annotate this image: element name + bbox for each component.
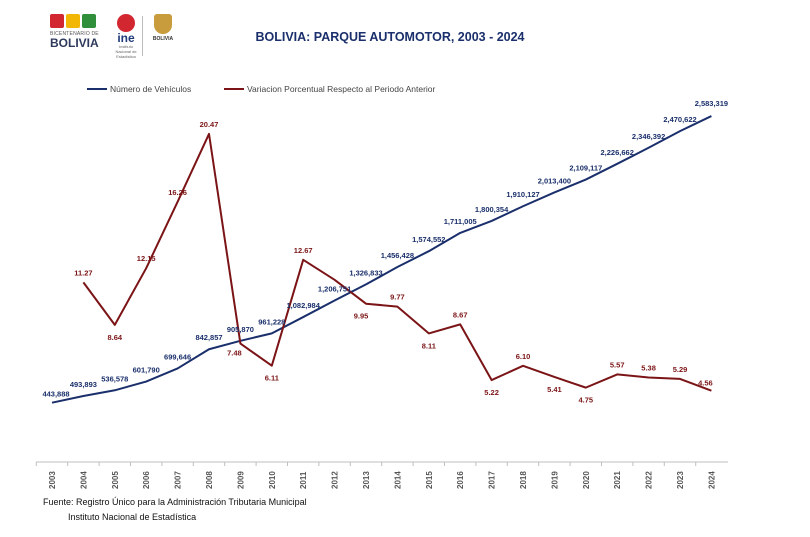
data-label-vehicles-2004: 493,893 [70, 380, 97, 389]
chart-title: BOLIVIA: PARQUE AUTOMOTOR, 2003 - 2024 [255, 30, 525, 44]
source-note: Fuente: Registro Único para la Administr… [43, 495, 307, 525]
x-tick-label-2005: 2005 [111, 471, 120, 489]
x-tick-label-2018: 2018 [519, 471, 528, 489]
data-label-variation-2020: 4.75 [578, 396, 593, 405]
data-label-variation-2005: 8.64 [107, 333, 122, 342]
data-label-vehicles-2013: 1,326,833 [349, 268, 382, 277]
data-label-variation-2008: 20.47 [200, 120, 219, 129]
x-tick-label-2020: 2020 [582, 471, 591, 489]
x-tick-label-2017: 2017 [488, 471, 497, 489]
data-label-variation-2024: 4.56 [698, 379, 713, 388]
data-label-vehicles-2003: 443,888 [42, 390, 69, 399]
data-label-variation-2022: 5.38 [641, 363, 656, 372]
x-tick-label-2008: 2008 [205, 471, 214, 489]
legend-label-variation: Variacion Porcentual Respecto al Periodo… [247, 84, 436, 94]
ine-logo: ine Instituto Nacional de Estadística [112, 14, 140, 59]
data-label-variation-2006: 12.15 [137, 254, 156, 263]
x-tick-label-2004: 2004 [79, 471, 88, 489]
data-label-vehicles-2007: 699,646 [164, 352, 191, 361]
data-label-variation-2010: 6.11 [265, 374, 279, 383]
data-label-variation-2014: 9.77 [390, 293, 405, 302]
estado-plurinacional-logo: BOLIVIA [146, 14, 180, 58]
x-tick-label-2022: 2022 [645, 471, 654, 489]
bicentenario-logo: BICENTENARIO DE BOLIVIA [50, 14, 106, 58]
data-label-vehicles-2011: 1,082,984 [287, 301, 321, 310]
data-label-variation-2018: 6.10 [516, 352, 531, 361]
legend-label-vehicles: Número de Vehículos [110, 84, 191, 94]
data-label-vehicles-2006: 601,790 [133, 366, 160, 375]
data-label-variation-2011: 12.67 [294, 246, 313, 255]
x-tick-label-2024: 2024 [707, 471, 716, 489]
data-label-variation-2004: 11.27 [74, 268, 92, 277]
data-label-vehicles-2014: 1,456,428 [381, 251, 414, 260]
logo-divider [142, 16, 143, 56]
data-label-vehicles-2005: 536,578 [101, 374, 128, 383]
data-label-variation-2021: 5.57 [610, 360, 625, 369]
data-label-variation-2019: 5.41 [547, 385, 562, 394]
data-label-vehicles-2021: 2,226,662 [601, 148, 634, 157]
x-tick-label-2007: 2007 [174, 471, 183, 489]
data-label-vehicles-2019: 2,013,400 [538, 176, 571, 185]
data-label-vehicles-2022: 2,346,392 [632, 132, 665, 141]
data-label-vehicles-2023: 2,470,622 [663, 115, 696, 124]
data-label-vehicles-2016: 1,711,005 [444, 217, 477, 226]
data-label-variation-2015: 8.11 [422, 341, 436, 350]
data-label-vehicles-2008: 842,857 [195, 333, 222, 342]
data-label-variation-2007: 16.26 [168, 188, 187, 197]
x-tick-label-2003: 2003 [48, 471, 57, 489]
series-line-variation [82, 132, 712, 392]
data-label-vehicles-2020: 2,109,117 [569, 164, 602, 173]
data-label-vehicles-2010: 961,228 [258, 317, 285, 326]
data-label-variation-2016: 8.67 [453, 310, 468, 319]
data-label-vehicles-2024: 2,583,319 [695, 99, 728, 108]
data-label-variation-2017: 5.22 [484, 388, 499, 397]
x-tick-label-2009: 2009 [236, 471, 245, 489]
x-tick-label-2013: 2013 [362, 471, 371, 489]
source-line-2: Instituto Nacional de Estadística [68, 512, 197, 522]
institution-logos: BICENTENARIO DE BOLIVIA ine Instituto Na… [50, 14, 180, 59]
data-label-variation-2013: 9.95 [354, 312, 369, 321]
x-tick-label-2010: 2010 [268, 471, 277, 489]
x-tick-label-2011: 2011 [299, 471, 308, 489]
source-line-1: Fuente: Registro Único para la Administr… [43, 497, 307, 507]
series-line-vehicles [51, 115, 712, 404]
x-tick-label-2023: 2023 [676, 471, 685, 489]
x-tick-label-2016: 2016 [456, 471, 465, 489]
data-label-vehicles-2018: 1,910,127 [506, 190, 539, 199]
x-tick-label-2019: 2019 [550, 471, 559, 489]
x-tick-label-2012: 2012 [331, 471, 340, 489]
data-label-variation-2023: 5.29 [673, 365, 688, 374]
x-tick-label-2014: 2014 [393, 471, 402, 489]
x-tick-label-2006: 2006 [142, 471, 151, 489]
data-label-vehicles-2009: 905,870 [227, 325, 254, 334]
x-tick-label-2021: 2021 [613, 471, 622, 489]
data-label-vehicles-2012: 1,206,751 [318, 284, 351, 293]
data-label-vehicles-2015: 1,574,552 [412, 235, 445, 244]
data-label-variation-2009: 7.48 [227, 349, 242, 358]
data-label-vehicles-2017: 1,800,354 [475, 205, 509, 214]
x-tick-label-2015: 2015 [425, 471, 434, 489]
